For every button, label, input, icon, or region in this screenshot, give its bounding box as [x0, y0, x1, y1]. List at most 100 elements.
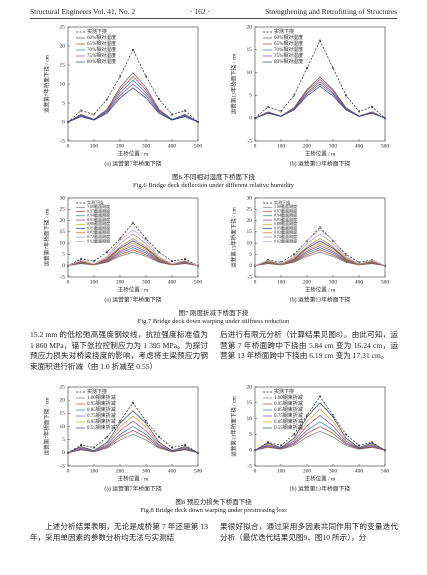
series-line: [254, 395, 386, 451]
data-point: [118, 237, 122, 240]
section-name: Strengthening and Retrofitting of Struct…: [264, 7, 397, 16]
x-tick-label: 400: [355, 143, 364, 149]
y-tick-label: 20: [60, 43, 66, 49]
y-axis-label: 运营第7年桥面下挠 / cm: [42, 54, 50, 112]
series-line: [254, 83, 386, 119]
x-tick-label: 0: [254, 468, 257, 474]
legend-label: 80%相对湿度: [274, 58, 303, 65]
data-point: [105, 98, 109, 101]
y-tick-label: 25: [60, 24, 66, 30]
chart-caption: (a) 运营第7年桥面下挠: [104, 159, 161, 167]
y-tick-label: 10: [247, 240, 253, 246]
x-tick-label: 0: [254, 143, 257, 149]
x-tick-label: 100: [90, 143, 99, 149]
legend-label: 65%相对湿度: [87, 40, 116, 47]
y-tick-label: 0: [249, 115, 252, 121]
legend-label: 实测下挠: [87, 388, 107, 395]
legend-label: 0.85截面刚度: [87, 224, 110, 230]
legend-label: 60%相对湿度: [87, 34, 116, 41]
x-axis-label: 主桥位置 / m: [118, 285, 149, 293]
y-tick-label: 5: [249, 252, 252, 258]
series-line: [254, 421, 386, 451]
x-tick-label: 200: [116, 468, 125, 474]
chart-caption: (a) 运营第7年桥面下挠: [104, 484, 161, 492]
data-point: [279, 261, 283, 264]
y-tick-label: 20: [60, 218, 66, 224]
x-tick-label: 500: [194, 143, 203, 149]
y-tick-label: 5: [62, 100, 65, 106]
body-paragraph: 15.2 mm 的低松弛高强度钢绞线，抗拉强度标准值为 1 860 MPa，锚下…: [30, 330, 208, 371]
figure-caption: 图7 刚度折减下桥面下挠: [178, 310, 249, 317]
data-point: [183, 109, 187, 112]
series-line: [254, 402, 386, 451]
series-line: [67, 420, 199, 454]
y-tick-label: 5: [249, 432, 252, 438]
x-tick-label: 300: [142, 279, 151, 285]
y-tick-label: 10: [60, 240, 66, 246]
data-point: [183, 443, 187, 447]
legend-label: 0.91截面刚度: [87, 216, 110, 222]
figure-caption: 图8 预应力损失下桥面下挠: [175, 499, 252, 506]
legend-label: 75%相对湿度: [87, 52, 116, 59]
series-line: [254, 430, 386, 451]
data-point: [318, 39, 322, 42]
data-point: [131, 48, 135, 51]
legend-label: 0.62截面刚度: [274, 237, 297, 243]
legend-label: 1.00截面刚度: [274, 203, 297, 209]
y-tick-label: 5: [62, 437, 65, 443]
series-line: [67, 79, 199, 123]
x-tick-label: 100: [90, 279, 99, 285]
data-point: [157, 251, 161, 254]
chart-caption: (b) 运营第13年桥面下挠: [290, 484, 351, 492]
y-tick-label: 0: [62, 450, 65, 456]
series-line: [67, 229, 199, 267]
series-line: [67, 49, 199, 123]
data-point: [292, 433, 296, 436]
x-axis-label: 主桥位置 / m: [118, 474, 149, 482]
legend-label: 1.00钢束折减: [274, 394, 303, 401]
legend-label: 实测下挠: [274, 28, 294, 35]
legend-label: 65%相对湿度: [274, 40, 303, 47]
x-tick-label: 400: [168, 143, 177, 149]
data-point: [79, 443, 83, 447]
x-tick-label: 200: [116, 279, 125, 285]
series-line: [67, 426, 199, 454]
y-tick-label: 20: [60, 397, 66, 403]
chart-caption: (b) 运营第13年桥面下挠: [290, 159, 351, 167]
data-point: [144, 237, 148, 240]
y-axis-label: 运营第13年桥面下挠 / cm: [229, 53, 237, 114]
data-point: [344, 94, 348, 97]
legend-label: 实测下挠: [274, 199, 290, 205]
x-tick-label: 500: [381, 468, 390, 474]
plot-frame: [67, 197, 199, 278]
body-paragraph: 上述分析结果表明，无论是成桥第 7 年还是第 13 年，采用单因素的参数分析均无…: [30, 522, 208, 542]
series-line: [67, 72, 199, 123]
legend-label: 0.88截面刚度: [274, 220, 297, 226]
series-line: [67, 233, 199, 267]
series-line: [254, 414, 386, 451]
y-tick-label: -5: [60, 138, 65, 144]
y-tick-label: 5: [249, 93, 252, 99]
journal-name: Structural Engineers Vol. 41, No. 2: [30, 7, 136, 16]
data-point: [105, 435, 109, 439]
figure-caption: 图6 不同相对湿度下桥面下挠: [172, 174, 255, 181]
figure-caption-en: Fig.8 Bridge deck down warping under pre…: [140, 507, 287, 514]
x-tick-label: 300: [142, 143, 151, 149]
data-point: [131, 221, 135, 224]
plot-frame: [254, 386, 386, 467]
x-tick-label: 300: [142, 468, 151, 474]
y-tick-label: 15: [247, 229, 253, 235]
data-point: [292, 253, 296, 256]
y-tick-label: 10: [60, 81, 66, 87]
x-tick-label: 0: [67, 468, 70, 474]
data-point: [170, 260, 174, 263]
x-axis-label: 主桥位置 / m: [305, 149, 336, 157]
y-tick-label: 20: [247, 218, 253, 224]
y-tick-label: -5: [247, 138, 252, 144]
y-tick-label: 25: [60, 207, 66, 213]
y-tick-label: 10: [247, 70, 253, 76]
legend-label: 75%相对湿度: [274, 52, 303, 59]
legend-label: 0.72截面刚度: [87, 233, 110, 239]
